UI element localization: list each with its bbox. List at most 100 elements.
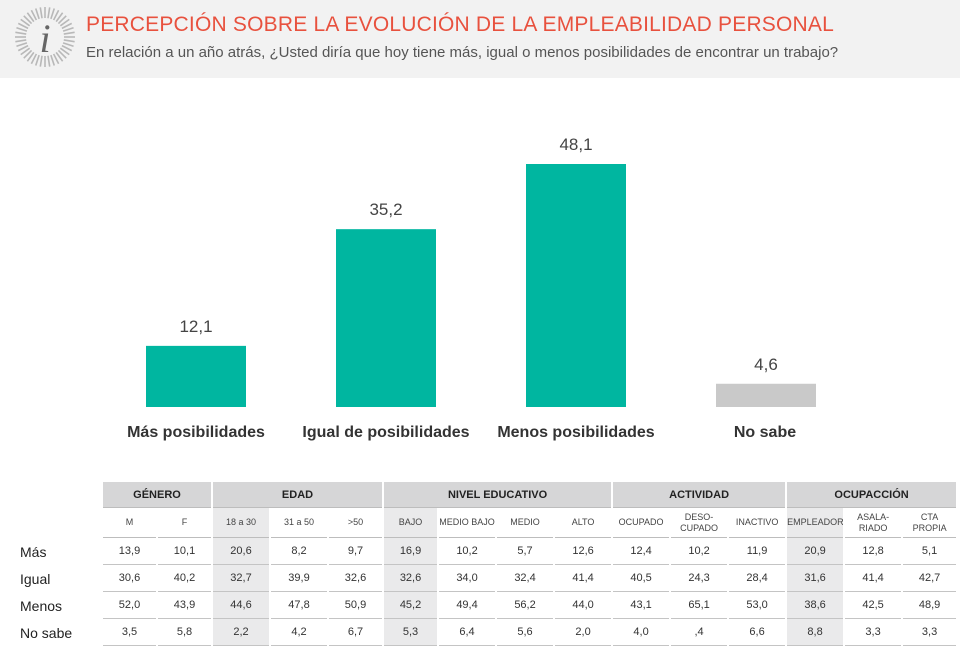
table-cell: 10,2 xyxy=(671,538,728,565)
table-cell: 2,2 xyxy=(213,619,269,646)
table-cell: 38,6 xyxy=(787,592,844,619)
table-corner xyxy=(16,482,101,508)
table-cell: 50,9 xyxy=(329,592,383,619)
table-cell: 3,3 xyxy=(903,619,957,646)
group-header: OCUPACCIÓN xyxy=(787,482,957,508)
column-header: MEDIO BAJO xyxy=(439,508,496,538)
column-header: ASALA- RIADO xyxy=(845,508,902,538)
header: i PERCEPCIÓN SOBRE LA EVOLUCIÓN DE LA EM… xyxy=(0,0,960,78)
table-cell: 10,1 xyxy=(158,538,211,565)
table-cell: 3,3 xyxy=(845,619,902,646)
column-header: 31 a 50 xyxy=(271,508,327,538)
table-cell: 9,7 xyxy=(329,538,383,565)
table-cell: 16,9 xyxy=(384,538,438,565)
table-cell: 30,6 xyxy=(103,565,156,592)
table-cell: 2,0 xyxy=(555,619,612,646)
table-cell: 44,0 xyxy=(555,592,612,619)
column-header: BAJO xyxy=(384,508,438,538)
table-row: No sabe 3,5 5,8 2,2 4,2 6,7 5,3 6,4 5,6 2,0 4,0,4 6… xyxy=(16,619,957,646)
row-label: Más xyxy=(20,543,47,560)
table-cell: 5,7 xyxy=(497,538,554,565)
row-label: No sabe xyxy=(20,624,73,641)
table-cell: 8,8 xyxy=(787,619,844,646)
table-cell: ,4 xyxy=(671,619,728,646)
category-label: Igual de posibilidades xyxy=(302,424,469,441)
table-cell: 10,2 xyxy=(439,538,496,565)
table-cell: 3,5 xyxy=(103,619,156,646)
table-cell: 8,2 xyxy=(271,538,327,565)
table-corner xyxy=(16,508,101,538)
column-header: DESO- CUPADO xyxy=(671,508,728,538)
table-cell: 4,0 xyxy=(613,619,670,646)
category-label: No sabe xyxy=(734,424,796,441)
bar-0 xyxy=(146,345,246,407)
table-cell: 42,5 xyxy=(845,592,902,619)
table-cell: 43,1 xyxy=(613,592,670,619)
table-cell: 53,0 xyxy=(729,592,786,619)
table-cell: 20,6 xyxy=(213,538,269,565)
bar-2 xyxy=(526,164,626,407)
group-header: ACTIVIDAD xyxy=(613,482,786,508)
bar-chart: 12,1 Más posibilidades 35,2 Igual de posibi… xyxy=(127,135,816,441)
svg-text:i: i xyxy=(39,16,50,61)
table-cell: 12,4 xyxy=(613,538,670,565)
table-cell: 24,3 xyxy=(671,565,728,592)
table-cell: 12,8 xyxy=(845,538,902,565)
page-title: PERCEPCIÓN SOBRE LA EVOLUCIÓN DE LA EMPL… xyxy=(86,13,835,36)
table-group-header: GÉNERO EDAD NIVEL EDUCATIVO ACTIVIDAD OCUPAC… xyxy=(16,482,957,508)
table-cell: 49,4 xyxy=(439,592,496,619)
row-label: Igual xyxy=(20,570,51,587)
table-cell: 13,9 xyxy=(103,538,156,565)
table-cell: 32,6 xyxy=(384,565,438,592)
column-header: 18 a 30 xyxy=(213,508,269,538)
table-row: Igual 30,6 40,2 32,7 39,9 32,6 32,6 34,0 32,4 41,… xyxy=(16,565,957,592)
table-cell: 56,2 xyxy=(497,592,554,619)
table-cell: 6,6 xyxy=(729,619,786,646)
table-cell: 12,6 xyxy=(555,538,612,565)
table-row: Menos 52,0 43,9 44,6 47,8 50,9 45,2 49,4 56,2 44,… xyxy=(16,592,957,619)
table-cell: 40,2 xyxy=(158,565,211,592)
page-subtitle: En relación a un año atrás, ¿Usted diría… xyxy=(86,44,839,61)
table-cell: 5,8 xyxy=(158,619,211,646)
table-cell: 43,9 xyxy=(158,592,211,619)
column-header: MEDIO xyxy=(497,508,554,538)
table-cell: 5,6 xyxy=(497,619,554,646)
row-label: Menos xyxy=(20,597,63,614)
table-cell: 65,1 xyxy=(671,592,728,619)
table-cell: 32,6 xyxy=(329,565,383,592)
table-cell: 34,0 xyxy=(439,565,496,592)
table-cell: 48,9 xyxy=(903,592,957,619)
bar-value-label: 48,1 xyxy=(559,135,592,154)
column-header: >50 xyxy=(329,508,383,538)
column-header: CTA PROPIA xyxy=(903,508,957,538)
table-cell: 11,9 xyxy=(729,538,786,565)
table-cell: 41,4 xyxy=(845,565,902,592)
table-cell: 47,8 xyxy=(271,592,327,619)
table-cell: 20,9 xyxy=(787,538,844,565)
table-cell: 31,6 xyxy=(787,565,844,592)
table-cell: 32,4 xyxy=(497,565,554,592)
table-cell: 6,7 xyxy=(329,619,383,646)
bar-3 xyxy=(716,383,816,407)
bar-value-label: 35,2 xyxy=(369,200,402,219)
table-cell: 42,7 xyxy=(903,565,957,592)
table-cell: 39,9 xyxy=(271,565,327,592)
table-column-header: M F 18 a 30 31 a 50 >50 BAJO MEDIO BAJO MEDIO AL… xyxy=(16,508,957,538)
table-cell: 6,4 xyxy=(439,619,496,646)
table-cell: 5,1 xyxy=(903,538,957,565)
table-cell: 45,2 xyxy=(384,592,438,619)
table-cell: 32,7 xyxy=(213,565,269,592)
bar-value-label: 4,6 xyxy=(754,355,778,374)
column-header: INACTIVO xyxy=(729,508,786,538)
bar-value-label: 12,1 xyxy=(179,317,212,336)
column-header: M xyxy=(103,508,156,538)
category-label: Menos posibilidades xyxy=(497,424,654,441)
table-cell: 41,4 xyxy=(555,565,612,592)
table-cell: 4,2 xyxy=(271,619,327,646)
group-header: EDAD xyxy=(213,482,383,508)
table-cell: 5,3 xyxy=(384,619,438,646)
info-i-icon: i xyxy=(15,7,75,67)
category-label: Más posibilidades xyxy=(127,424,265,441)
group-header: GÉNERO xyxy=(103,482,211,508)
column-header: OCUPADO xyxy=(613,508,670,538)
